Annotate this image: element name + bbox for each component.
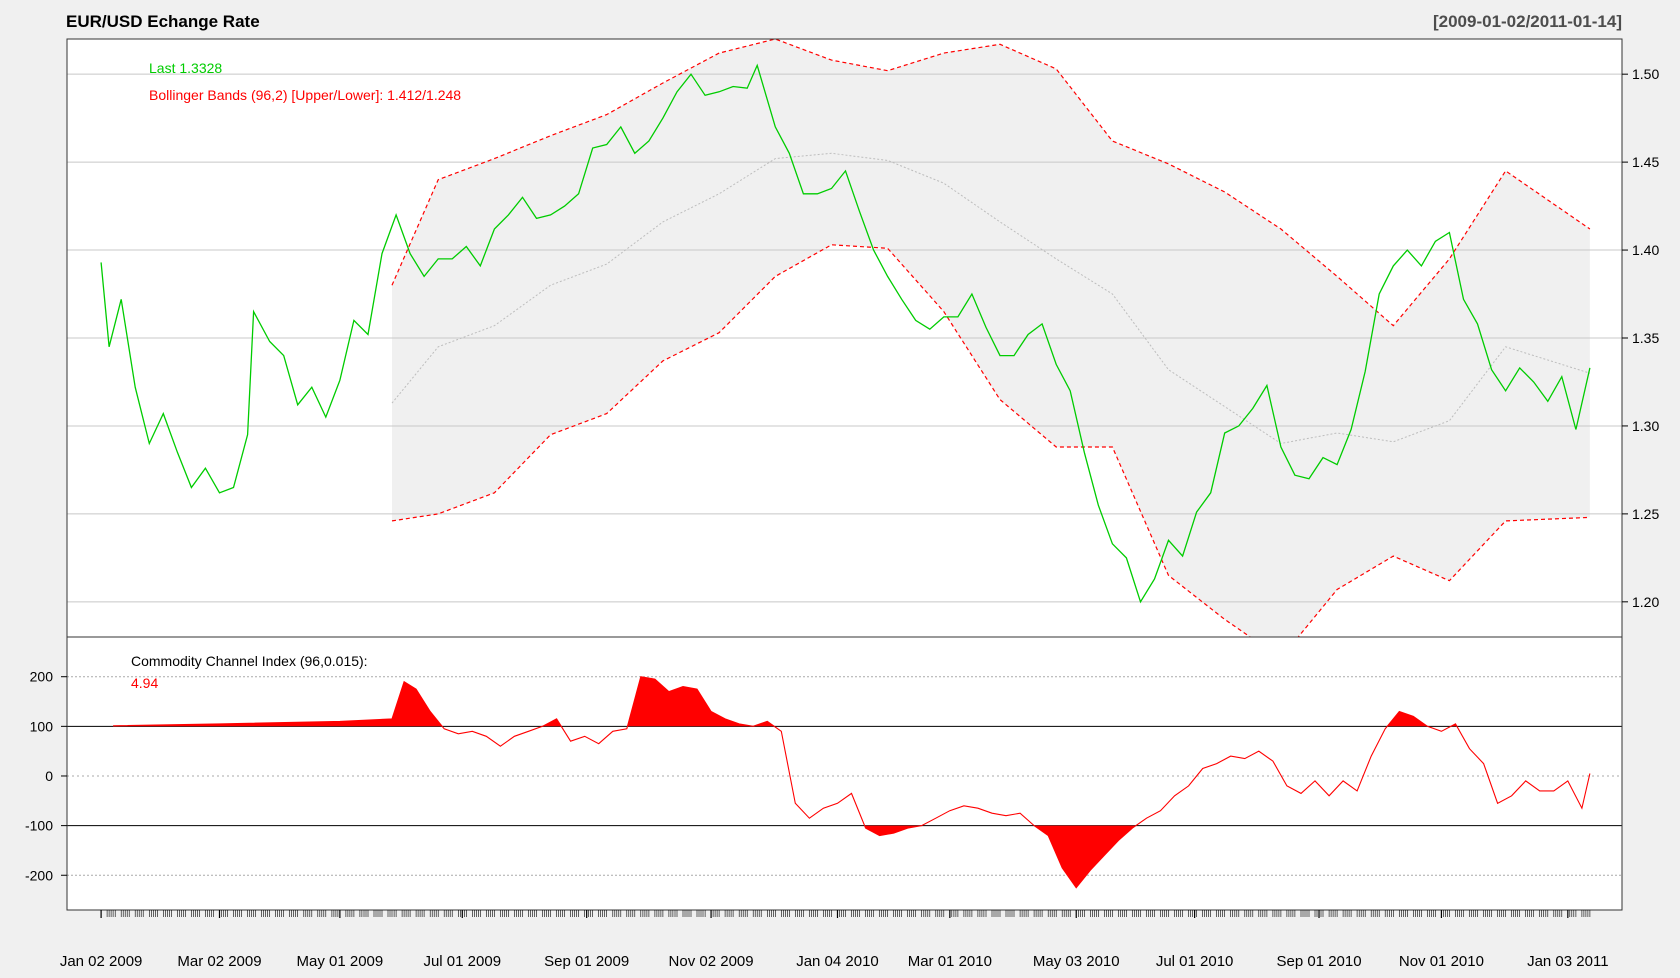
price-y-tick-label: 1.40 xyxy=(1632,242,1659,258)
cci-last-value: 4.94 xyxy=(131,675,158,691)
chart-title: EUR/USD Echange Rate xyxy=(66,12,260,31)
x-tick-label: May 01 2009 xyxy=(297,953,384,970)
x-tick-label: Jan 03 2011 xyxy=(1527,953,1608,970)
bollinger-band-area xyxy=(392,39,1590,659)
price-y-tick-label: 1.20 xyxy=(1632,594,1659,610)
price-series-group xyxy=(100,38,1591,659)
price-y-tick-label: 1.25 xyxy=(1632,506,1659,522)
cci-overbought-fill xyxy=(627,676,775,727)
legend-bands-label: Bollinger Bands (96,2) [Upper/Lower]: 1.… xyxy=(149,87,461,103)
price-y-tick-label: 1.30 xyxy=(1632,418,1659,434)
cci-oversold-fill xyxy=(1034,825,1136,888)
x-tick-label: Sep 01 2009 xyxy=(544,953,629,970)
x-tick-label: May 03 2010 xyxy=(1033,953,1120,970)
price-y-tick-label: 1.35 xyxy=(1632,330,1659,346)
cci-panel-frame xyxy=(66,636,1623,911)
x-axis: Jan 02 2009 Mar 02 2009 May 01 2009 Jul 01 … xyxy=(60,910,1609,970)
band-fill xyxy=(392,39,1590,659)
price-y-tick-label: 1.45 xyxy=(1632,154,1659,170)
x-tick-label: Nov 01 2010 xyxy=(1399,953,1484,970)
band-middle-line xyxy=(391,152,1591,445)
cci-y-tick-label: 0 xyxy=(45,768,53,784)
price-y-tick-label: 1.50 xyxy=(1632,66,1659,82)
date-range-label: [2009-01-02/2011-01-14] xyxy=(1433,12,1622,31)
x-tick-label: Sep 01 2010 xyxy=(1276,953,1361,970)
cci-y-tick-label: 200 xyxy=(30,669,54,685)
x-tick-label: Mar 02 2009 xyxy=(177,953,261,970)
x-minor-ticks xyxy=(100,910,1591,917)
cci-title: Commodity Channel Index (96,0.015): xyxy=(131,653,368,669)
cci-y-tick-label: -200 xyxy=(25,867,53,883)
cci-panel-background xyxy=(67,637,1622,910)
cci-series-group xyxy=(113,676,1591,889)
cci-overbought-fill xyxy=(1387,711,1428,727)
legend-last-label: Last 1.3328 xyxy=(149,60,222,76)
cci-y-axis: -200 -100 0 100 200 xyxy=(25,669,67,883)
cci-overbought-fill xyxy=(113,681,443,727)
price-gridlines xyxy=(67,73,1622,603)
band-lower-line xyxy=(391,244,1590,659)
cci-line xyxy=(113,676,1591,889)
x-tick-label: Jul 01 2009 xyxy=(423,953,501,970)
price-y-axis: 1.20 1.25 1.30 1.35 1.40 1.45 1.50 xyxy=(1622,66,1659,610)
cci-y-tick-label: -100 xyxy=(25,818,53,834)
band-upper-line xyxy=(391,38,1591,327)
cci-y-tick-label: 100 xyxy=(30,718,54,734)
x-tick-label: Jul 01 2010 xyxy=(1156,953,1234,970)
x-tick-label: Mar 01 2010 xyxy=(908,953,992,970)
x-tick-label: Nov 02 2009 xyxy=(669,953,754,970)
x-tick-label: Jan 04 2010 xyxy=(796,953,879,970)
price-line xyxy=(100,63,1591,604)
x-tick-label: Jan 02 2009 xyxy=(60,953,143,970)
